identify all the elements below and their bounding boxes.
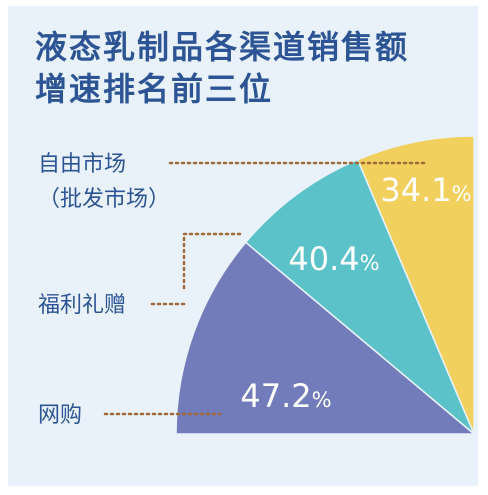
- category-label-3: 网购: [38, 403, 82, 428]
- value-number-2: 40.4: [288, 240, 359, 278]
- value-number-1: 34.1: [380, 171, 451, 209]
- value-label-1: 34.1%: [380, 171, 471, 209]
- pie-chart: 自由市场 （批发市场） 34.1% 福利礼赠 40.4% 网购 47.2%: [38, 135, 477, 435]
- value-unit-2: %: [360, 251, 380, 275]
- chart-card: 液态乳制品各渠道销售额 增速排名前三位 自由市场 （批发市场） 34.1% 福利礼赠 4…: [8, 6, 478, 486]
- value-label-2: 40.4%: [288, 240, 379, 278]
- value-unit-1: %: [452, 182, 472, 206]
- title-line-1: 液态乳制品各渠道销售额: [35, 28, 410, 66]
- value-label-3: 47.2%: [240, 377, 331, 415]
- value-unit-3: %: [312, 388, 332, 412]
- chart-title: 液态乳制品各渠道销售额 增速排名前三位: [35, 26, 409, 110]
- value-number-3: 47.2: [240, 377, 311, 415]
- pie-slice-1: [356, 135, 475, 435]
- category-label-1-line-1: 自由市场: [38, 152, 126, 177]
- pie-slice-2: [244, 158, 475, 435]
- title-line-2: 增速排名前三位: [35, 70, 274, 108]
- category-label-2: 福利礼赠: [38, 293, 126, 318]
- pie-slice-3: [175, 241, 477, 435]
- category-label-1-line-2: （批发市场）: [38, 187, 170, 212]
